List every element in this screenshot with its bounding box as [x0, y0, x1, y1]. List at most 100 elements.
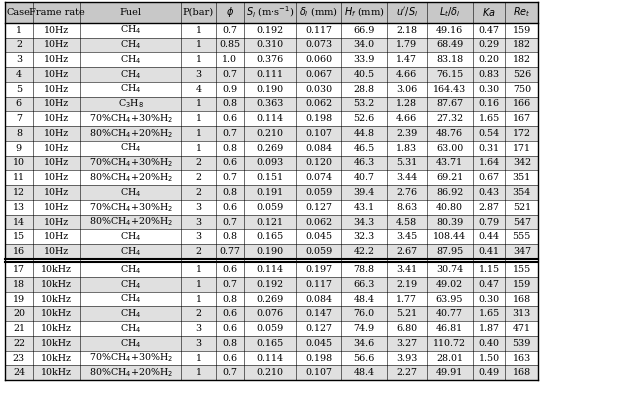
Text: P(bar): P(bar) [183, 8, 214, 17]
Text: 3.44: 3.44 [396, 173, 417, 182]
Text: 539: 539 [512, 339, 531, 348]
Text: 0.7: 0.7 [222, 173, 237, 182]
Text: 1.50: 1.50 [478, 354, 500, 363]
Text: 2: 2 [196, 188, 201, 197]
Text: 66.3: 66.3 [353, 280, 375, 289]
Text: 44.8: 44.8 [353, 129, 375, 138]
Text: 4: 4 [196, 85, 201, 94]
Text: 0.107: 0.107 [305, 368, 332, 377]
Text: 1.0: 1.0 [222, 55, 237, 64]
Text: 1: 1 [196, 144, 201, 153]
Text: 0.47: 0.47 [478, 280, 500, 289]
Text: CH$_4$: CH$_4$ [120, 263, 141, 276]
Text: 167: 167 [513, 114, 531, 123]
Text: 4: 4 [16, 70, 22, 79]
Text: 0.31: 0.31 [478, 144, 500, 153]
Text: 0.165: 0.165 [256, 339, 283, 348]
Text: CH$_4$: CH$_4$ [120, 83, 141, 95]
Text: 0.269: 0.269 [256, 144, 283, 153]
Text: 76.0: 76.0 [353, 309, 375, 318]
Bar [5, 321, 538, 336]
Text: 40.7: 40.7 [353, 173, 375, 182]
Text: 19: 19 [13, 294, 25, 304]
Text: 313: 313 [513, 309, 531, 318]
Bar [5, 38, 538, 52]
Text: 110.72: 110.72 [433, 339, 466, 348]
Text: 0.16: 0.16 [478, 99, 500, 109]
Text: 0.83: 0.83 [478, 70, 500, 79]
Bar [5, 244, 538, 259]
Text: 0.7: 0.7 [222, 368, 237, 377]
Text: 0.310: 0.310 [256, 40, 283, 49]
Text: 1: 1 [196, 99, 201, 109]
Text: 0.151: 0.151 [256, 173, 283, 182]
Text: 8.63: 8.63 [396, 203, 417, 212]
Text: $L_t/\delta_l$: $L_t/\delta_l$ [439, 6, 461, 19]
Text: 3.06: 3.06 [396, 85, 417, 94]
Bar [5, 111, 538, 126]
Text: 70%CH$_4$+30%H$_2$: 70%CH$_4$+30%H$_2$ [88, 352, 173, 364]
Text: 48.76: 48.76 [436, 129, 463, 138]
Text: 3.41: 3.41 [396, 265, 417, 274]
Text: 49.91: 49.91 [436, 368, 463, 377]
Text: 80%CH$_4$+20%H$_2$: 80%CH$_4$+20%H$_2$ [88, 367, 173, 379]
Text: 2.27: 2.27 [396, 368, 417, 377]
Text: 0.074: 0.074 [305, 173, 332, 182]
Text: 0.107: 0.107 [305, 129, 332, 138]
Text: 1.87: 1.87 [478, 324, 500, 333]
Text: 21: 21 [13, 324, 25, 333]
Text: CH$_4$: CH$_4$ [120, 231, 141, 243]
Bar [5, 185, 538, 200]
Text: 10Hz: 10Hz [44, 40, 69, 49]
Text: 0.059: 0.059 [305, 247, 333, 256]
Text: 0.114: 0.114 [256, 114, 283, 123]
Text: 0.6: 0.6 [222, 324, 237, 333]
Text: 70%CH$_4$+30%H$_2$: 70%CH$_4$+30%H$_2$ [88, 201, 173, 213]
Text: 9: 9 [16, 144, 22, 153]
Text: 0.191: 0.191 [256, 188, 283, 197]
Text: 3: 3 [196, 203, 201, 212]
Text: 0.6: 0.6 [222, 309, 237, 318]
Text: 0.7: 0.7 [222, 26, 237, 35]
Bar [5, 23, 538, 38]
Text: 0.030: 0.030 [305, 85, 332, 94]
Text: 76.15: 76.15 [436, 70, 463, 79]
Text: Fuel: Fuel [120, 8, 141, 17]
Text: C$_3$H$_8$: C$_3$H$_8$ [117, 98, 144, 110]
Text: 15: 15 [13, 232, 25, 241]
Text: 0.059: 0.059 [256, 203, 283, 212]
Text: 1: 1 [196, 354, 201, 363]
Text: 40.77: 40.77 [436, 309, 463, 318]
Text: 1: 1 [196, 129, 201, 138]
Text: 0.127: 0.127 [305, 324, 332, 333]
Bar [5, 126, 538, 141]
Text: $S_l$ (m$\cdot$s$^{-1}$): $S_l$ (m$\cdot$s$^{-1}$) [245, 5, 294, 20]
Text: $Re_t$: $Re_t$ [513, 6, 531, 19]
Text: 20: 20 [13, 309, 25, 318]
Text: CH$_4$: CH$_4$ [120, 68, 141, 81]
Text: 48.4: 48.4 [353, 368, 375, 377]
Text: 12: 12 [13, 188, 25, 197]
Text: 46.5: 46.5 [353, 144, 375, 153]
Text: 0.54: 0.54 [478, 129, 500, 138]
Bar [5, 2, 538, 23]
Text: 0.060: 0.060 [305, 55, 332, 64]
Text: 3: 3 [16, 55, 22, 64]
Text: $Ka$: $Ka$ [482, 6, 496, 18]
Text: 40.80: 40.80 [436, 203, 463, 212]
Text: 10Hz: 10Hz [44, 129, 69, 138]
Text: 86.92: 86.92 [436, 188, 463, 197]
Bar [5, 336, 538, 351]
Text: 1.64: 1.64 [478, 158, 500, 168]
Text: 1.15: 1.15 [478, 265, 500, 274]
Text: 171: 171 [513, 144, 531, 153]
Text: 0.269: 0.269 [256, 294, 283, 304]
Text: 0.073: 0.073 [305, 40, 332, 49]
Text: 0.198: 0.198 [305, 354, 332, 363]
Text: 4.66: 4.66 [396, 114, 417, 123]
Text: 1.79: 1.79 [396, 40, 417, 49]
Text: 10: 10 [13, 158, 25, 168]
Text: 0.062: 0.062 [305, 99, 332, 109]
Text: 0.198: 0.198 [305, 114, 332, 123]
Text: 49.02: 49.02 [436, 280, 463, 289]
